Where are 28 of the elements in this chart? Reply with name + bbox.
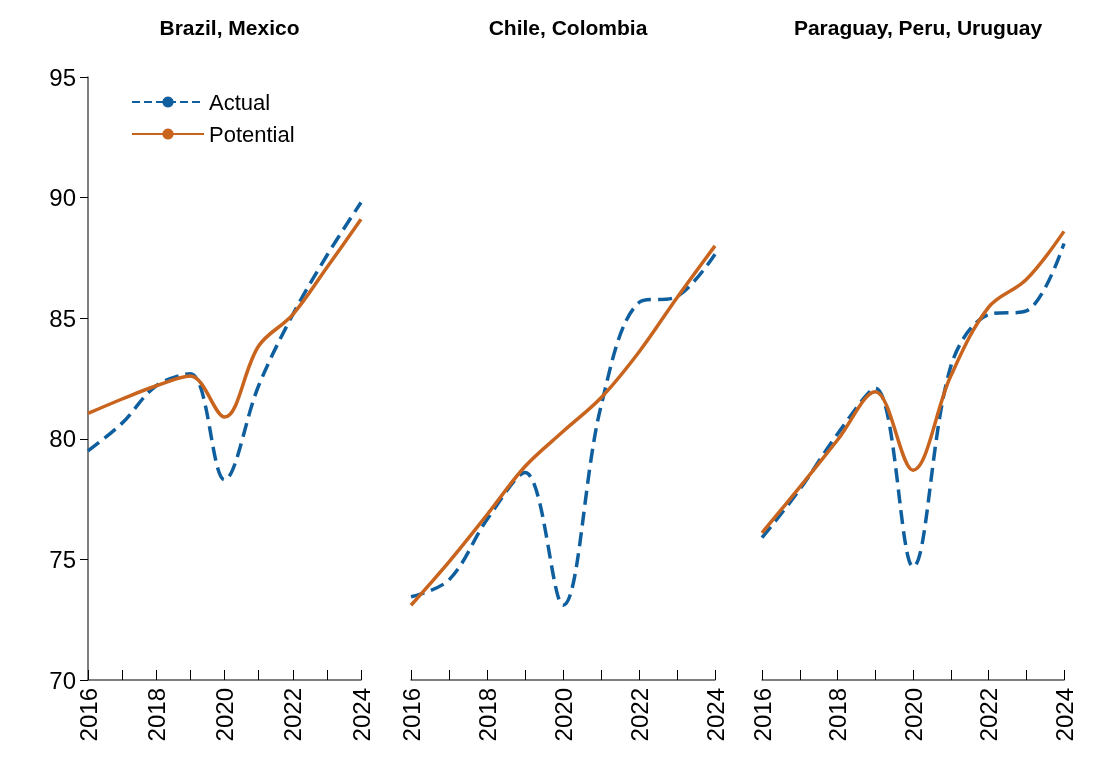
x-tick-label: 2024 <box>701 688 729 742</box>
x-tick-label: 2022 <box>625 688 653 742</box>
legend-label: Actual <box>209 89 271 115</box>
y-tick-label: 95 <box>49 63 76 91</box>
x-tick-label: 2018 <box>824 688 851 742</box>
y-tick-label: 70 <box>49 666 76 694</box>
x-tick-label: 2020 <box>899 688 927 742</box>
line-series <box>86 217 363 419</box>
x-tick-label: 2018 <box>142 688 170 742</box>
y-tick-label: 90 <box>49 184 76 212</box>
legend-label: Potential <box>209 121 295 147</box>
chart-title: Paraguay, Peru, Uruguay <box>793 16 1043 39</box>
x-tick-label: 2022 <box>279 688 307 742</box>
x-tick-label: 2016 <box>748 688 776 742</box>
x-tick-label: 2018 <box>473 688 501 742</box>
y-tick-label: 75 <box>49 545 76 573</box>
y-tick-label: 85 <box>49 304 76 332</box>
x-tick-label: 2024 <box>347 688 375 742</box>
x-tick-label: 2016 <box>397 688 425 742</box>
x-tick-label: 2022 <box>975 688 1002 742</box>
x-tick-label: 2020 <box>211 688 238 742</box>
line-series <box>86 200 363 482</box>
y-tick-label: 80 <box>49 425 76 453</box>
x-tick-label: 2020 <box>549 688 577 742</box>
chart-title: Chile, Colombia <box>488 16 648 39</box>
x-tick-label: 2016 <box>74 688 102 742</box>
x-tick-label: 2024 <box>1050 688 1078 742</box>
chart-title: Brazil, Mexico <box>159 16 300 39</box>
